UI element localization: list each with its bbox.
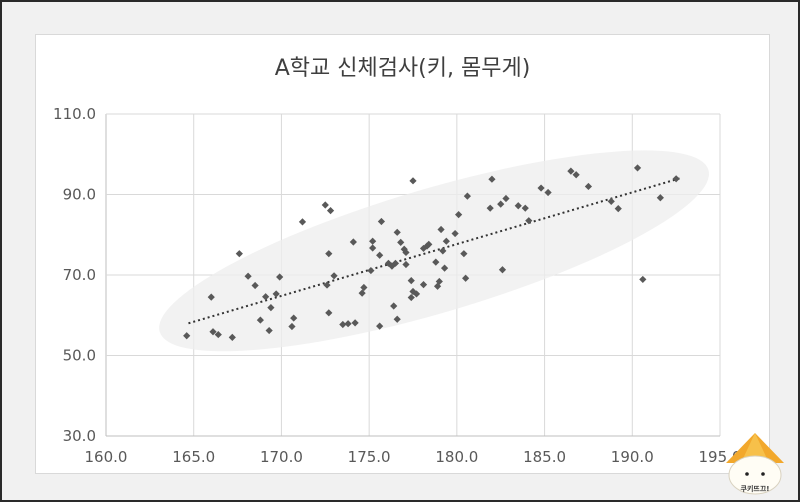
data-point [614,204,622,213]
x-tick-label: 175.0 [348,448,391,466]
data-point [432,258,440,266]
data-point [439,247,447,255]
data-point [451,229,459,238]
data-point [455,211,463,219]
data-point [437,225,445,234]
data-point [435,277,443,286]
data-point [544,188,552,197]
data-point [183,332,191,340]
data-point [288,322,296,331]
data-point [639,275,647,284]
linear-trendline [188,177,680,325]
chart-area: A학교 신체검사(키, 몸무게) 160.0 165.0 170.0 175.0 180… [35,34,770,474]
mascot-caption: 쿠키뜨끄! [741,484,770,493]
mascot-logo: 쿠키뜨끄! [726,433,784,495]
data-point [442,237,450,245]
data-point [214,330,222,339]
data-point [584,182,593,191]
data-point [209,328,217,336]
data-point [390,302,398,310]
data-point [393,315,401,323]
data-point [514,202,522,210]
x-tick-label: 170.0 [260,448,303,466]
data-point [672,175,680,183]
data-point [656,194,664,202]
y-tick-label: 110.0 [53,105,96,123]
data-point [376,251,384,259]
chart-title: A학교 신체검사(키, 몸무게) [275,56,531,81]
data-point [325,250,333,258]
data-point [265,326,273,335]
data-point [488,175,496,183]
data-point [298,218,307,226]
data-point [376,322,384,330]
data-point [463,192,471,200]
data-point [321,201,329,209]
data-point [267,304,275,312]
data-point [502,194,510,203]
data-point [377,217,386,226]
data-point [369,244,377,252]
data-point [525,217,533,225]
y-tick-label: 90.0 [63,186,96,204]
data-point [567,167,575,175]
data-points [183,164,680,341]
data-point [460,250,468,258]
data-point [290,314,298,322]
data-point [425,240,433,249]
data-point [344,320,352,328]
x-tick-label: 185.0 [523,448,566,466]
data-point [440,264,449,272]
data-point [272,290,280,298]
data-point [339,320,347,329]
data-point [323,281,331,289]
data-point [207,293,215,301]
data-point [633,164,642,172]
data-point [407,293,415,302]
scatter-chart: A학교 신체검사(키, 몸무게) 160.0 165.0 170.0 175.0 180… [53,56,742,466]
y-axis-tick-labels: 30.0 50.0 70.0 90.0 110.0 [53,105,96,445]
data-point [572,171,580,179]
data-point [409,177,417,185]
x-tick-label: 190.0 [611,448,654,466]
data-point [407,277,415,285]
data-point [330,272,338,280]
y-tick-label: 50.0 [63,347,96,365]
data-point [607,197,615,205]
data-point [351,319,359,327]
data-point [402,248,410,257]
data-point [235,250,243,258]
data-point [256,316,264,324]
x-tick-label: 160.0 [85,448,128,466]
data-point [537,184,545,192]
data-point [388,262,396,270]
y-tick-label: 70.0 [63,266,96,284]
data-point [326,207,335,215]
data-point [325,309,333,317]
data-point [462,274,470,282]
y-tick-label: 30.0 [63,427,96,445]
data-point [367,266,375,275]
data-point [521,204,529,212]
data-point [358,289,366,297]
x-axis-tick-labels: 160.0 165.0 170.0 175.0 180.0 185.0 190.0 195.0 [85,448,742,466]
data-point [369,237,377,245]
data-point [497,200,505,208]
data-point [349,238,357,246]
data-point [228,333,236,341]
x-tick-label: 165.0 [172,448,215,466]
data-point [412,290,421,298]
x-tick-label: 180.0 [435,448,478,466]
data-point [486,204,494,212]
data-point [393,228,401,236]
data-point [397,238,405,246]
